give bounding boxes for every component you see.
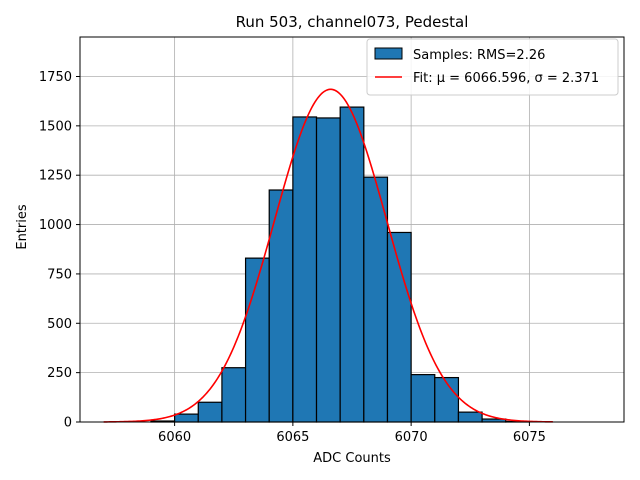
x-axis-ticks: 6060 6065 6070 6075 — [158, 422, 546, 445]
y-axis-ticks: 0 250 500 750 1000 1250 1500 1750 — [39, 70, 80, 431]
histogram-bar — [292, 116, 318, 423]
y-tick-label: 1250 — [39, 169, 72, 184]
x-tick-label: 6060 — [158, 430, 191, 445]
chart-title: Run 503, channel073, Pedestal — [236, 13, 469, 31]
histogram-bar — [457, 411, 483, 423]
x-axis-label: ADC Counts — [313, 451, 391, 466]
histogram-bar — [339, 106, 365, 423]
histogram-bar — [315, 117, 341, 423]
legend-box — [366, 38, 619, 96]
y-tick-label: 1000 — [39, 218, 72, 233]
legend-swatch-bars — [374, 47, 403, 60]
y-tick-label: 1750 — [39, 70, 72, 85]
histogram-bars — [150, 106, 530, 423]
plot-frame — [79, 36, 625, 423]
x-tick-label: 6070 — [395, 430, 428, 445]
histogram-bar — [386, 231, 412, 423]
histogram-bar — [174, 413, 199, 423]
y-tick-label: 1500 — [39, 119, 72, 134]
fit-curve-layer — [103, 88, 554, 423]
legend-label-fit: Fit: μ = 6066.596, σ = 2.371 — [413, 71, 599, 86]
y-axis-label: Entries — [15, 204, 30, 250]
legend: Samples: RMS=2.26 Fit: μ = 6066.596, σ =… — [366, 38, 619, 96]
histogram-bar — [363, 176, 389, 423]
y-tick-label: 250 — [47, 366, 72, 381]
legend-label-samples: Samples: RMS=2.26 — [413, 48, 545, 63]
y-tick-label: 0 — [64, 416, 72, 431]
y-tick-label: 750 — [47, 267, 72, 282]
y-tick-label: 500 — [47, 317, 72, 332]
histogram-bar — [197, 401, 223, 423]
histogram-bar — [221, 367, 247, 423]
histogram-bar — [410, 374, 436, 423]
fit-curve — [103, 88, 554, 423]
x-tick-label: 6075 — [513, 430, 546, 445]
x-tick-label: 6065 — [276, 430, 309, 445]
histogram-bar — [434, 376, 460, 423]
